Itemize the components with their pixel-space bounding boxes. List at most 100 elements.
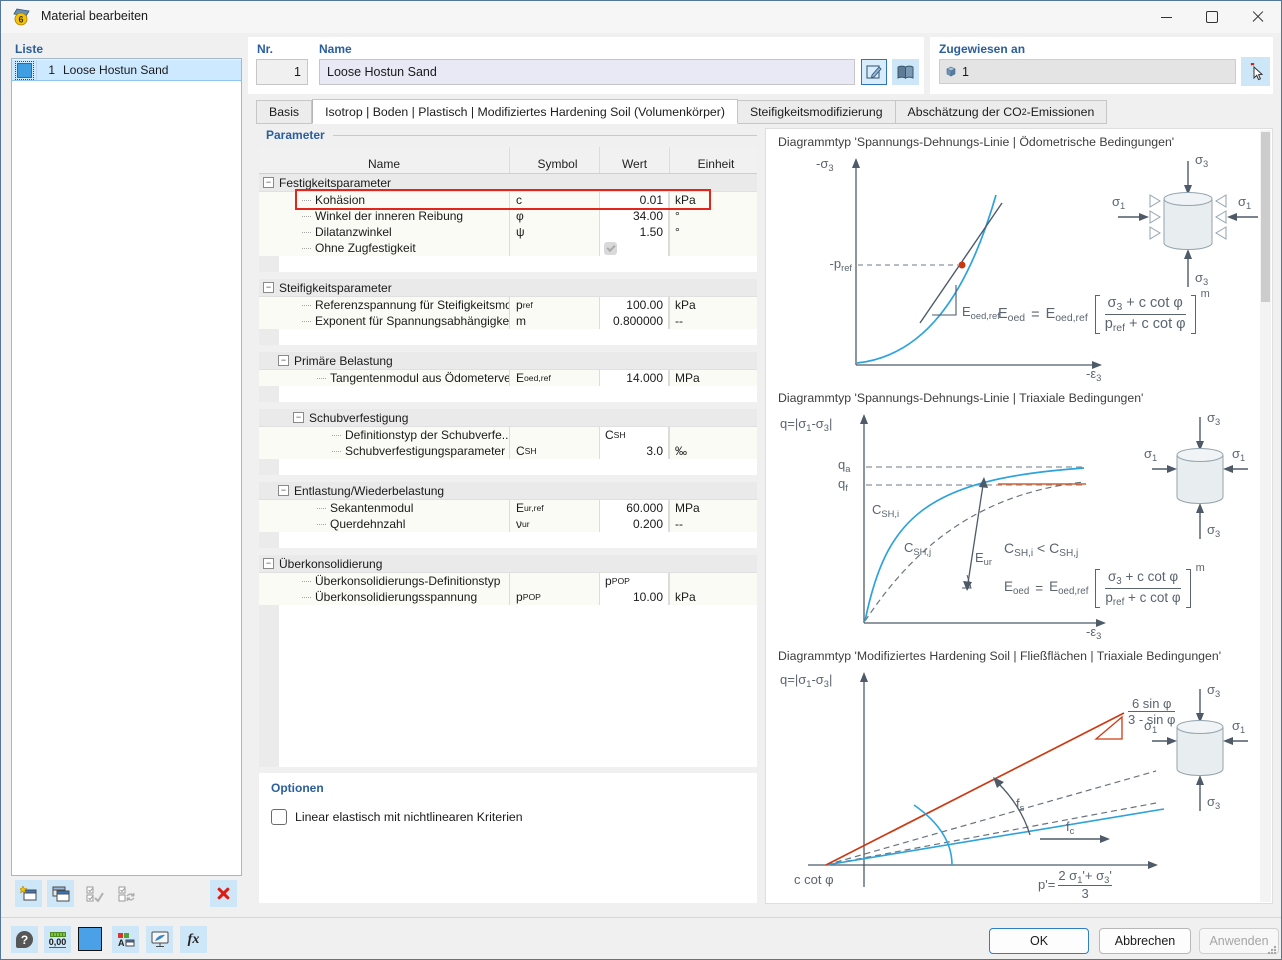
param-row[interactable]: Dilatanzwinkel ψ 1.50 ° xyxy=(259,224,757,240)
param-name-cell[interactable]: Kohäsion xyxy=(259,192,509,208)
param-value-cell[interactable]: C SH xyxy=(599,427,669,443)
param-group-row[interactable]: − Steifigkeitsparameter xyxy=(259,279,757,297)
edit-name-button[interactable] xyxy=(861,59,887,85)
param-value-cell[interactable]: 10.00 xyxy=(599,589,669,605)
collapse-icon[interactable]: − xyxy=(263,558,274,569)
tab-steifigkeitsmodifizierung[interactable]: Steifigkeitsmodifizierung xyxy=(737,100,896,124)
copy-material-button[interactable] xyxy=(47,880,74,907)
delete-material-button[interactable] xyxy=(210,880,237,907)
param-name-cell[interactable]: Tangentenmodul aus Ödometerve... xyxy=(259,370,509,386)
param-unit-cell[interactable] xyxy=(669,240,757,256)
param-value-cell[interactable]: 3.0 xyxy=(599,443,669,459)
param-row[interactable]: Kohäsion c 0.01 kPa xyxy=(259,189,757,210)
param-group-name-cell[interactable]: − Entlastung/Wiederbelastung xyxy=(259,484,509,498)
param-group-row[interactable]: − Überkonsolidierung xyxy=(259,555,757,573)
param-unit-cell[interactable]: MPa xyxy=(669,370,757,386)
param-unit-cell[interactable]: ‰ xyxy=(669,443,757,459)
tab-hardening-soil[interactable]: Isotrop | Boden | Plastisch | Modifizier… xyxy=(312,99,738,124)
resize-grip[interactable] xyxy=(1267,945,1277,955)
param-value-cell[interactable] xyxy=(599,240,669,256)
units-settings-button[interactable]: 0,00 xyxy=(44,926,71,953)
param-row[interactable]: Schubverfestigungsparameter C SH 3.0 ‰ xyxy=(259,443,757,459)
new-material-button[interactable] xyxy=(15,880,42,907)
collapse-icon[interactable]: − xyxy=(278,485,289,496)
param-value-cell[interactable]: 60.000 xyxy=(599,500,669,516)
param-row[interactable]: Ohne Zugfestigkeit xyxy=(259,240,757,256)
param-group-name-cell[interactable]: − Primäre Belastung xyxy=(259,354,509,368)
param-unit-cell[interactable]: kPa xyxy=(669,192,757,208)
param-row[interactable]: Querdehnzahl ν ur 0.200 -- xyxy=(259,516,757,532)
param-value-cell[interactable]: 0.800000 xyxy=(599,313,669,329)
maximize-button[interactable] xyxy=(1189,1,1235,33)
param-name-cell[interactable]: Exponent für Spannungsabhängigkei... xyxy=(259,313,509,329)
param-unit-cell[interactable]: kPa xyxy=(669,297,757,313)
param-unit-cell[interactable]: ° xyxy=(669,208,757,224)
collapse-icon[interactable]: − xyxy=(293,412,304,423)
color-button[interactable] xyxy=(78,927,102,951)
param-name-cell[interactable]: Ohne Zugfestigkeit xyxy=(259,240,509,256)
display-properties-button[interactable]: A xyxy=(112,926,139,953)
param-symbol-cell[interactable] xyxy=(509,240,599,256)
param-name-cell[interactable]: Dilatanzwinkel xyxy=(259,224,509,240)
param-name-cell[interactable]: Winkel der inneren Reibung xyxy=(259,208,509,224)
tab-co2[interactable]: Abschätzung der CO 2 -Emissionen xyxy=(895,100,1108,124)
param-name-cell[interactable]: Querdehnzahl xyxy=(259,516,509,532)
list-item-selected[interactable]: 1 Loose Hostun Sand xyxy=(12,59,241,81)
select-assigned-button[interactable] xyxy=(1241,57,1270,86)
formula-button[interactable]: fx xyxy=(180,926,207,953)
param-symbol-cell[interactable]: C SH xyxy=(509,443,599,459)
param-group-name-cell[interactable]: − Überkonsolidierung xyxy=(259,557,509,571)
param-name-cell[interactable]: Überkonsolidierungsspannung xyxy=(259,589,509,605)
diagram-scrollbar[interactable] xyxy=(1260,130,1271,902)
param-symbol-cell[interactable] xyxy=(509,427,599,443)
param-unit-cell[interactable]: -- xyxy=(669,313,757,329)
param-value-cell[interactable]: 0.01 xyxy=(599,192,669,208)
collapse-icon[interactable]: − xyxy=(263,282,274,293)
minimize-button[interactable] xyxy=(1143,1,1189,33)
param-group-name-cell[interactable]: − Festigkeitsparameter xyxy=(259,176,509,190)
tab-basis[interactable]: Basis xyxy=(256,100,313,124)
linear-elastic-checkbox[interactable] xyxy=(271,809,287,825)
param-value-cell[interactable]: 100.00 xyxy=(599,297,669,313)
param-symbol-cell[interactable]: φ xyxy=(509,208,599,224)
column-header-name[interactable]: Name xyxy=(367,157,400,171)
param-unit-cell[interactable]: kPa xyxy=(669,589,757,605)
material-list[interactable]: 1 Loose Hostun Sand xyxy=(11,58,242,876)
param-unit-cell[interactable]: -- xyxy=(669,516,757,532)
param-name-cell[interactable]: Sekantenmodul xyxy=(259,500,509,516)
param-value-cell[interactable]: 14.000 xyxy=(599,370,669,386)
param-unit-cell[interactable] xyxy=(669,427,757,443)
param-symbol-cell[interactable]: ψ xyxy=(509,224,599,240)
param-row[interactable]: Überkonsolidierungs-Definitionstyp p POP xyxy=(259,573,757,589)
param-name-cell[interactable]: Definitionstyp der Schubverfe... xyxy=(259,427,509,443)
param-name-cell[interactable]: Überkonsolidierungs-Definitionstyp xyxy=(259,573,509,589)
help-button[interactable]: ? xyxy=(11,926,38,953)
param-name-cell[interactable]: Schubverfestigungsparameter xyxy=(259,443,509,459)
param-group-name-cell[interactable]: − Schubverfestigung xyxy=(259,411,509,425)
rendering-button[interactable] xyxy=(146,926,173,953)
param-symbol-cell[interactable]: ν ur xyxy=(509,516,599,532)
param-group-row[interactable]: − Festigkeitsparameter xyxy=(259,174,757,192)
param-row[interactable]: Definitionstyp der Schubverfe... C SH xyxy=(259,427,757,443)
param-symbol-cell[interactable]: m xyxy=(509,313,599,329)
param-value-cell[interactable]: 34.00 xyxy=(599,208,669,224)
param-row[interactable]: Überkonsolidierungsspannung p POP 10.00 kPa xyxy=(259,589,757,605)
column-header-symbol[interactable]: Symbol xyxy=(509,155,599,173)
collapse-icon[interactable]: − xyxy=(278,355,289,366)
param-row[interactable]: Winkel der inneren Reibung φ 34.00 ° xyxy=(259,208,757,224)
param-row[interactable]: Referenzspannung für Steifigkeitsmo... p r… xyxy=(259,297,757,313)
column-header-unit[interactable]: Einheit xyxy=(669,155,757,173)
ok-button[interactable]: OK xyxy=(989,928,1089,954)
param-value-cell[interactable]: p POP xyxy=(599,573,669,589)
param-symbol-cell[interactable]: p ref xyxy=(509,297,599,313)
param-group-row[interactable]: − Entlastung/Wiederbelastung xyxy=(259,482,757,500)
column-header-value[interactable]: Wert xyxy=(599,155,669,173)
scrollbar-thumb[interactable] xyxy=(1261,132,1270,302)
param-group-row[interactable]: − Schubverfestigung xyxy=(259,409,757,427)
close-button[interactable] xyxy=(1235,1,1281,33)
param-group-row[interactable]: − Primäre Belastung xyxy=(259,352,757,370)
